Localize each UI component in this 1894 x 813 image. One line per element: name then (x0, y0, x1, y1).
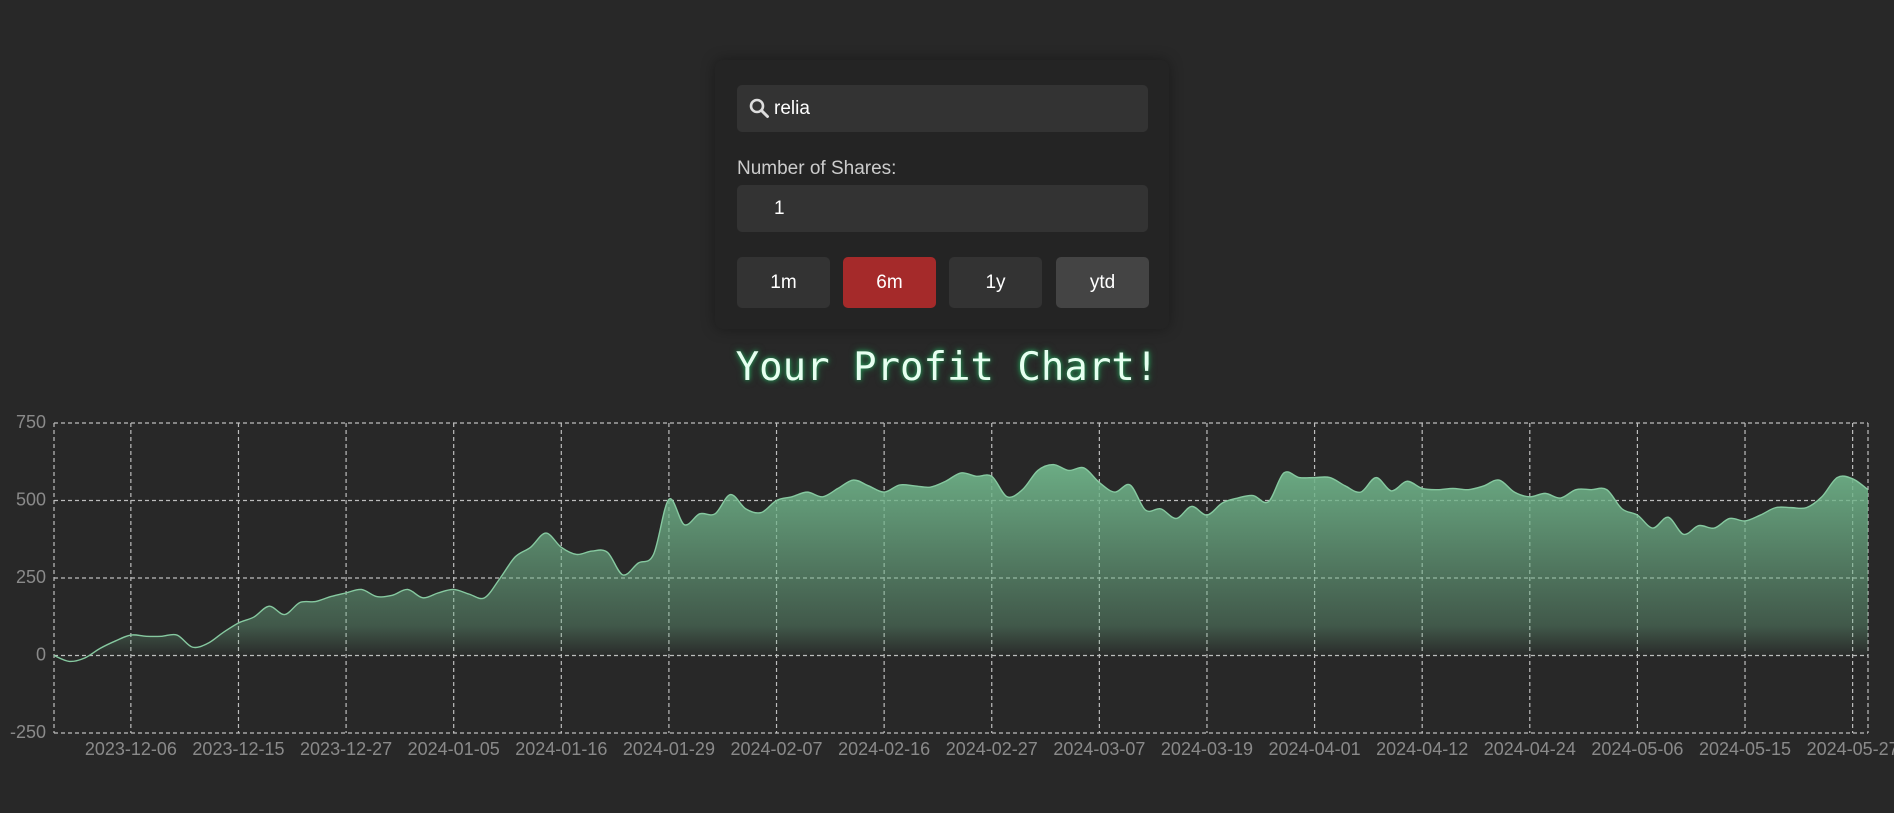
x-tick-label: 2024-02-07 (730, 739, 822, 759)
y-tick-label: 500 (16, 489, 46, 509)
x-tick-label: 2024-05-27 (1807, 739, 1894, 759)
x-tick-label: 2024-01-16 (515, 739, 607, 759)
chart-title: Your Profit Chart! (735, 345, 1159, 390)
chart: -250 0 250 500 750 2023-12-06 2023-12-15 2023-1… (10, 412, 1894, 759)
range-button[interactable]: 6m (843, 257, 936, 308)
search-icon (749, 98, 769, 118)
x-tick-label: 2024-04-24 (1484, 739, 1576, 759)
shares-text: 1 (774, 198, 785, 219)
x-tick-label: 2024-04-01 (1269, 739, 1361, 759)
x-tick-label: 2023-12-06 (85, 739, 177, 759)
x-tick-label: 2023-12-15 (192, 739, 284, 759)
area (54, 464, 1868, 733)
y-tick-label: -250 (10, 722, 46, 742)
search-input[interactable]: relia (737, 85, 1148, 132)
x-tick-label: 2024-05-06 (1591, 739, 1683, 759)
control-panel: relia Number of Shares: 1 1m 6m 1y ytd (715, 60, 1169, 329)
x-tick-label: 2024-01-29 (623, 739, 715, 759)
x-tick-label: 2024-01-05 (408, 739, 500, 759)
shares-input[interactable]: 1 (737, 185, 1148, 232)
x-tick-label: 2024-03-19 (1161, 739, 1253, 759)
range-button[interactable]: 1y (949, 257, 1042, 308)
search-text: relia (774, 98, 810, 119)
y-tick-label: 0 (36, 644, 46, 664)
y-tick-label: 250 (16, 567, 46, 587)
range-button[interactable]: ytd (1056, 257, 1149, 308)
range-button[interactable]: 1m (737, 257, 830, 308)
x-tick-label: 2024-05-15 (1699, 739, 1791, 759)
x-tick-label: 2023-12-27 (300, 739, 392, 759)
line (53, 463, 1869, 663)
shares-label: Number of Shares: (737, 158, 897, 179)
x-tick-label: 2024-02-16 (838, 739, 930, 759)
x-tick-label: 2024-03-07 (1053, 739, 1145, 759)
x-tick-label: 2024-02-27 (946, 739, 1038, 759)
x-tick-label: 2024-04-12 (1376, 739, 1468, 759)
y-tick-label: 750 (16, 412, 46, 432)
